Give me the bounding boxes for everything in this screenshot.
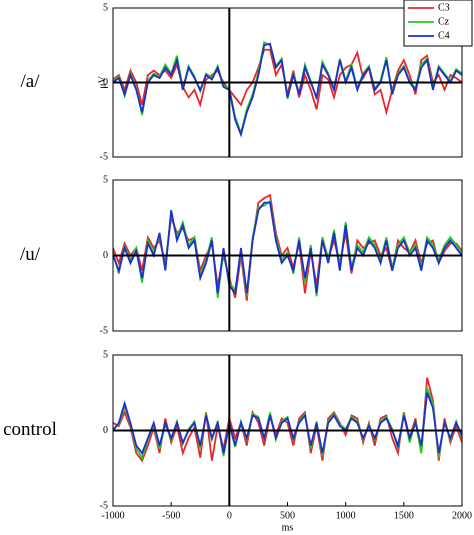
- y-tick-label: 5: [103, 174, 108, 185]
- x-tick-label: 1500: [394, 510, 414, 521]
- x-tick-label: 1000: [336, 510, 356, 521]
- row-label: /u/: [20, 244, 41, 265]
- x-tick-label: 500: [280, 510, 295, 521]
- x-axis-label: ms: [282, 522, 294, 533]
- plot-frame: [112, 179, 463, 332]
- legend-label: C3: [438, 2, 450, 13]
- series-line: [112, 40, 463, 137]
- y-tick-label: -5: [100, 325, 108, 336]
- y-tick-label: 0: [103, 77, 108, 88]
- x-tick-label: 0: [227, 510, 232, 521]
- row-label: control: [3, 419, 57, 440]
- y-tick-label: -5: [100, 500, 108, 511]
- plot-frame: [112, 7, 463, 158]
- plot-frame: [112, 354, 463, 507]
- series-line: [112, 392, 463, 455]
- y-tick-label: -5: [100, 151, 108, 162]
- x-tick-label: -1000: [101, 510, 124, 521]
- legend-label: Cz: [438, 16, 450, 27]
- legend-label: C4: [438, 30, 450, 41]
- series-line: [112, 377, 463, 463]
- y-tick-label: 0: [103, 250, 108, 261]
- row-label: /a/: [21, 71, 41, 92]
- y-tick-label: 5: [103, 2, 108, 13]
- y-tick-label: 0: [103, 425, 108, 436]
- x-tick-label: -500: [162, 510, 180, 521]
- x-tick-label: 2000: [452, 510, 472, 521]
- series-line: [112, 42, 463, 138]
- series-line: [112, 193, 463, 301]
- y-tick-label: 5: [103, 349, 108, 360]
- y-axis-label: μV: [97, 75, 108, 88]
